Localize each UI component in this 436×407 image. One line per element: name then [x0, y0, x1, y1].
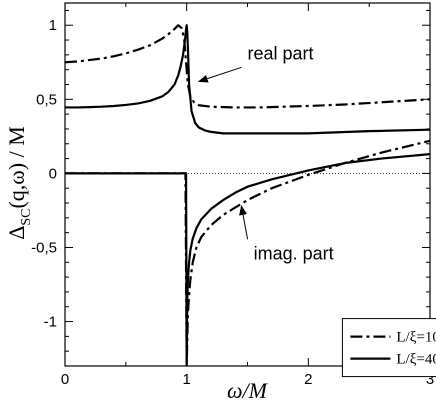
y-axis-label-rest: (q,ω) / M — [4, 126, 29, 208]
legend-box — [341, 318, 436, 378]
series-line-3 — [65, 24, 430, 135]
annotation-label-1: real part — [248, 43, 314, 63]
y-tick-label: -1 — [44, 314, 57, 331]
annotation-arrow-1 — [197, 66, 242, 83]
y-tick-label: 0,5 — [36, 91, 57, 108]
x-axis-label: ω/M — [227, 378, 269, 403]
y-axis-label-subscript: SC — [19, 209, 34, 226]
x-tick-label: 1 — [182, 371, 190, 388]
series-line-4 — [65, 153, 430, 366]
y-tick-label: -0,5 — [31, 239, 57, 256]
annotation-label-2: imag. part — [254, 243, 334, 263]
y-tick-label: 1 — [49, 17, 57, 34]
annotation-arrow-2 — [239, 205, 249, 240]
y-axis-label-main: Δ — [4, 226, 29, 240]
x-tick-label: 2 — [304, 371, 312, 388]
series-line-2 — [65, 139, 430, 366]
x-tick-label: 0 — [61, 371, 69, 388]
y-tick-label: 0 — [49, 165, 57, 182]
y-axis-label: ΔSC(q,ω) / M — [4, 126, 34, 240]
series-line-1 — [65, 24, 430, 109]
plot-area — [65, 24, 430, 366]
x-tick-label: 3 — [426, 371, 434, 388]
annotations: real part imag. part — [197, 43, 334, 263]
axes: 0 1 2 3 -1 -0,5 0 0,5 1 — [31, 2, 434, 388]
legend-label-2: L/ξ=40 — [396, 352, 436, 368]
legend: L/ξ=10 L/ξ=40 — [341, 318, 436, 378]
legend-label-1: L/ξ=10 — [396, 330, 436, 346]
